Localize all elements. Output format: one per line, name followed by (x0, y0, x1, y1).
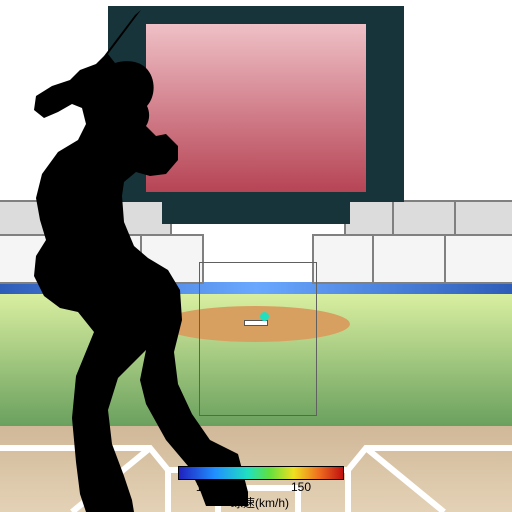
legend-tick: 150 (291, 480, 311, 494)
pitch-location-diagram: 100 150球速(km/h) (0, 0, 512, 512)
legend-tick: 100 (196, 480, 216, 494)
legend-label: 球速(km/h) (178, 494, 342, 511)
legend-colorbar (178, 466, 344, 480)
batter-silhouette (0, 0, 512, 512)
